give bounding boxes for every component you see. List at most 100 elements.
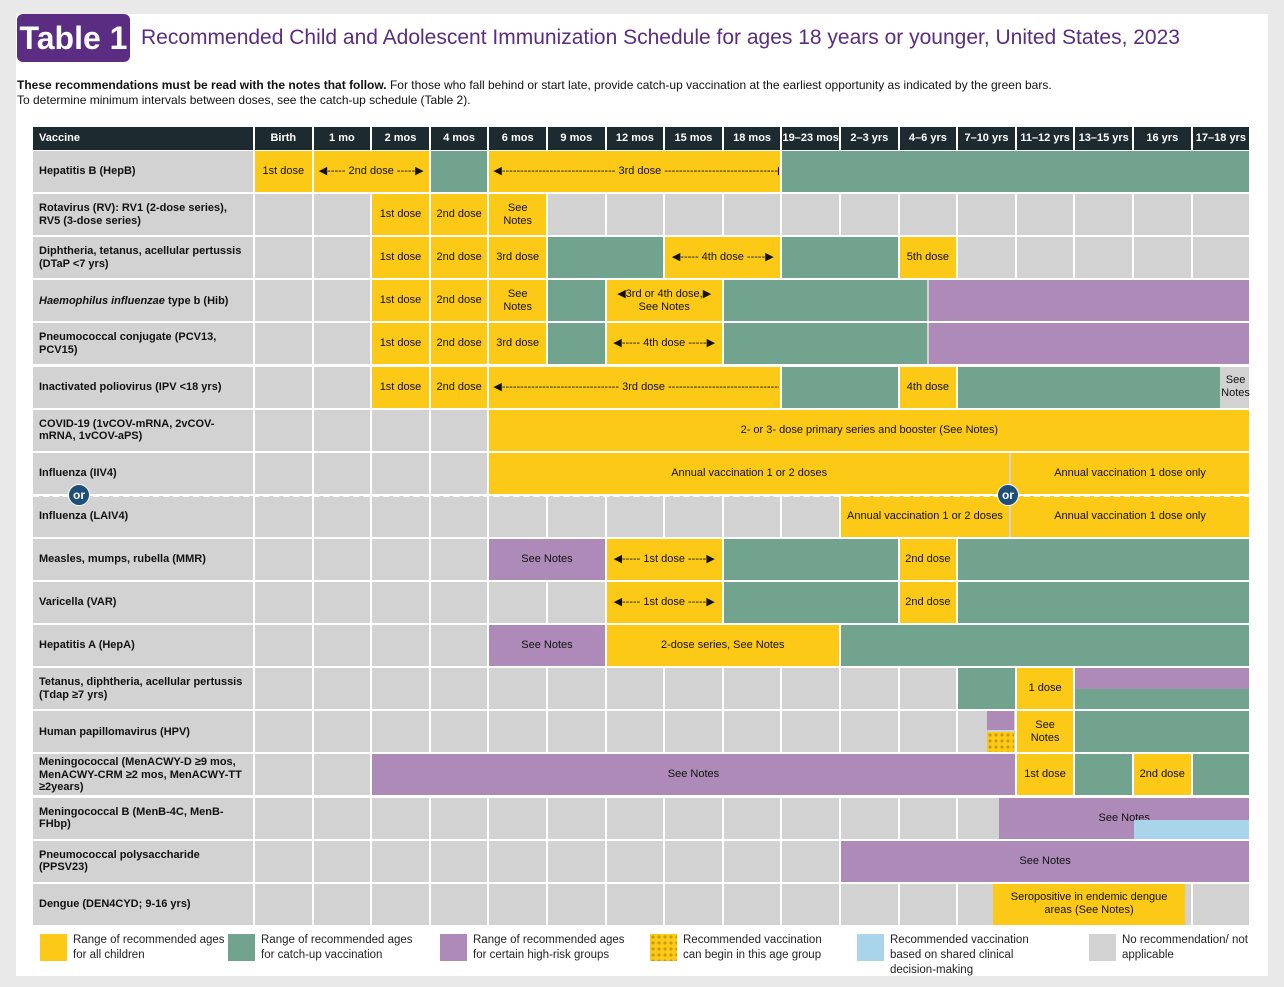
empty-cell <box>255 711 312 753</box>
empty-cell <box>255 625 312 667</box>
empty-cell <box>899 797 957 839</box>
empty-cell <box>606 194 664 236</box>
bar-label: ◀----- 4th dose -----▶ <box>613 337 716 350</box>
empty-cell <box>430 495 488 537</box>
vaccine-name: Rotavirus (RV): RV1 (2-dose series), RV5… <box>33 194 253 236</box>
empty-cell <box>1016 194 1074 236</box>
dose-bar: 2nd dose <box>430 237 488 279</box>
bar-label: 2nd dose <box>436 337 482 350</box>
empty-cell <box>899 711 957 753</box>
empty-cell <box>255 323 312 365</box>
bar-label: ◀------------------------------- 3rd dos… <box>493 165 780 178</box>
vaccine-name-text: Hepatitis A (HepA) <box>39 639 135 652</box>
vaccine-name: Inactivated poliovirus (IPV <18 yrs) <box>33 366 253 408</box>
header-col-6: 9 mos <box>548 127 607 150</box>
vaccine-name-text: Meningococcal (MenACWY-D ≥9 mos, MenACWY… <box>39 756 242 794</box>
catchup-bar <box>548 323 605 365</box>
dose-bar: Annual vaccination 1 or 2 doses <box>841 495 1009 537</box>
header-col-12: 4–6 yrs <box>899 127 959 150</box>
empty-cell <box>782 883 839 925</box>
empty-cell <box>665 194 722 236</box>
highrisk-bar: See Notes <box>489 538 605 580</box>
vaccine-name: Varicella (VAR) <box>33 582 253 624</box>
empty-cell <box>255 797 312 839</box>
empty-cell <box>1134 194 1191 236</box>
empty-cell <box>430 797 488 839</box>
legend-swatch <box>228 934 255 961</box>
catchup-bar <box>723 538 898 580</box>
empty-cell <box>255 883 312 925</box>
empty-cell <box>489 582 546 624</box>
bar-label: See Notes <box>521 552 573 565</box>
dose-bar: ◀----- 4th dose -----▶ <box>665 237 781 279</box>
header-vaccine: Vaccine <box>33 127 255 150</box>
empty-cell <box>606 840 664 882</box>
dose-bar: ◀----- 1st dose -----▶ <box>606 582 722 624</box>
empty-cell <box>548 840 605 882</box>
empty-cell <box>782 668 839 710</box>
empty-cell <box>841 194 898 236</box>
empty-cell <box>313 625 371 667</box>
highrisk-bar: See Notes <box>372 754 1015 796</box>
header-col-14: 11–12 yrs <box>1016 127 1076 150</box>
vaccine-name: Meningococcal B (MenB-4C, MenB-FHbp) <box>33 797 253 839</box>
dose-bar: 1st dose <box>372 366 429 408</box>
empty-cell <box>723 495 781 537</box>
vaccine-name-text: Pneumococcal conjugate (PCV13, PCV15) <box>39 331 217 356</box>
dose-bar: ◀------------------------------- 3rd dos… <box>489 151 781 193</box>
empty-cell <box>255 754 312 796</box>
bar-label: 1st dose <box>379 208 422 221</box>
dose-bar: Annual vaccination 1 dose only <box>1010 452 1250 494</box>
bar-label: 2nd dose <box>436 380 482 393</box>
dose-bar: 4th dose <box>899 366 957 408</box>
empty-cell <box>313 237 371 279</box>
dose-bar: 1st dose <box>372 280 429 322</box>
catchup-bar <box>430 151 488 193</box>
dose-bar: See Notes <box>1016 711 1074 753</box>
bar-label: 1st dose <box>379 294 422 307</box>
vaccine-name: Pneumococcal polysaccharide (PPSV23) <box>33 840 253 882</box>
bar-label: Annual vaccination 1 dose only <box>1054 509 1206 522</box>
empty-cell <box>255 409 312 451</box>
influenza-divider <box>33 494 1250 497</box>
vaccine-name: Hepatitis B (HepB) <box>33 151 253 193</box>
empty-cell <box>489 797 546 839</box>
empty-cell <box>782 194 839 236</box>
bar-label: 3rd dose <box>496 251 540 264</box>
highrisk-bar <box>928 323 1250 365</box>
dose-bar: 2nd dose <box>899 582 957 624</box>
empty-cell <box>1134 237 1191 279</box>
catchup-bar <box>958 668 1015 710</box>
empty-cell <box>313 280 371 322</box>
bar-label: See Notes <box>503 287 533 313</box>
vaccine-name: Pneumococcal conjugate (PCV13, PCV15) <box>33 323 253 365</box>
vaccine-name: Haemophilus influenzae type b (Hib) <box>33 280 253 322</box>
catchup-bar <box>958 582 1250 624</box>
empty-cell <box>548 582 605 624</box>
bar-label: 1st dose <box>379 380 422 393</box>
vaccine-name: Tetanus, diphtheria, acellular pertussis… <box>33 668 253 710</box>
bar-label: 2nd dose <box>1139 768 1185 781</box>
empty-cell <box>255 237 312 279</box>
legend-swatch <box>650 934 677 961</box>
empty-cell <box>255 495 312 537</box>
legend-swatch <box>40 934 67 961</box>
highrisk-bar <box>928 280 1250 322</box>
intro-text: These recommendations must be read with … <box>17 78 1237 108</box>
header-col-8: 15 mos <box>665 127 724 150</box>
header-col-13: 7–10 yrs <box>958 127 1017 150</box>
dose-bar: 2nd dose <box>1134 754 1191 796</box>
page-title: Recommended Child and Adolescent Immuniz… <box>141 26 1180 49</box>
legend-text: Recommended vaccination based on shared … <box>890 934 1029 976</box>
legend-text: Range of recommended ages for all childr… <box>73 934 225 961</box>
hpv-highrisk-mark <box>987 711 1015 731</box>
empty-cell <box>430 409 488 451</box>
empty-cell <box>548 668 605 710</box>
legend-text: Range of recommended ages for certain hi… <box>473 934 625 961</box>
dose-bar: ◀----- 2nd dose -----▶ <box>313 151 429 193</box>
vaccine-name-text: Dengue (DEN4CYD; 9-16 yrs) <box>39 897 191 910</box>
dose-bar: 2nd dose <box>430 280 488 322</box>
bar-label: ◀3rd or 4th dose,▶ See Notes <box>617 287 712 313</box>
vaccine-name-text: Tetanus, diphtheria, acellular pertussis… <box>39 676 243 701</box>
empty-cell <box>255 366 312 408</box>
